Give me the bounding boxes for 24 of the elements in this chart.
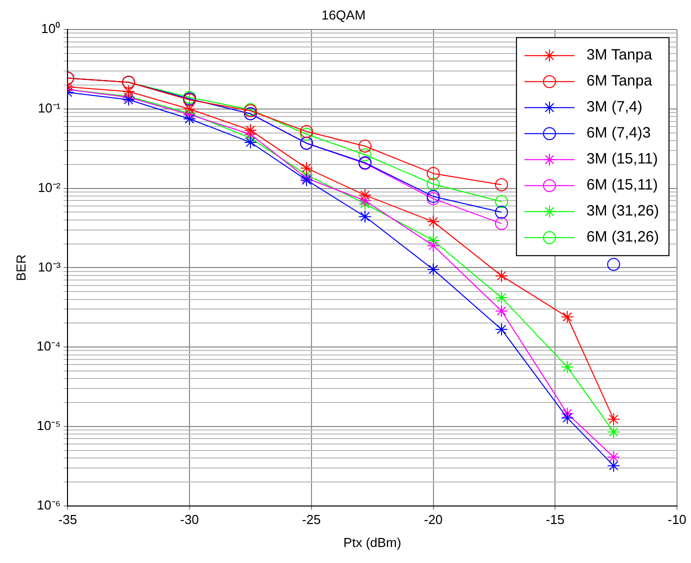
y-tick-label: 10⁻⁶ <box>36 497 61 512</box>
x-tick-label: -25 <box>302 512 321 528</box>
legend-label: 3M (31,26) <box>586 202 660 220</box>
legend-label: 3M Tanpa <box>586 46 653 64</box>
x-tick-label: -30 <box>180 512 199 528</box>
legend-label: 6M (15,11) <box>586 176 658 194</box>
x-tick-label: -20 <box>424 512 443 528</box>
x-tick-label: -15 <box>546 512 565 528</box>
x-tick-label: -35 <box>58 512 78 528</box>
legend-label: 3M (15,11) <box>586 150 658 168</box>
y-tick-label: 10⁰ <box>41 21 61 36</box>
x-tick-label: -10 <box>668 512 686 528</box>
legend-label: 6M (31,26) <box>586 228 660 246</box>
chart-title: 16QAM <box>321 7 366 22</box>
y-tick-label: 10⁻³ <box>38 259 62 274</box>
y-tick-label: 10⁻⁴ <box>36 338 61 354</box>
legend-label: 6M Tanpa <box>586 72 653 90</box>
legend-label: 6M (7,4)3 <box>586 124 651 142</box>
x-axis-title: Ptx (dBm) <box>343 534 402 550</box>
y-axis-title: BER <box>13 254 28 282</box>
y-tick-label: 10⁻² <box>38 180 62 195</box>
y-tick-label: 10⁻⁵ <box>36 418 61 434</box>
y-tick-label: 10⁻¹ <box>38 100 62 116</box>
legend-label: 3M (7,4) <box>586 98 642 116</box>
